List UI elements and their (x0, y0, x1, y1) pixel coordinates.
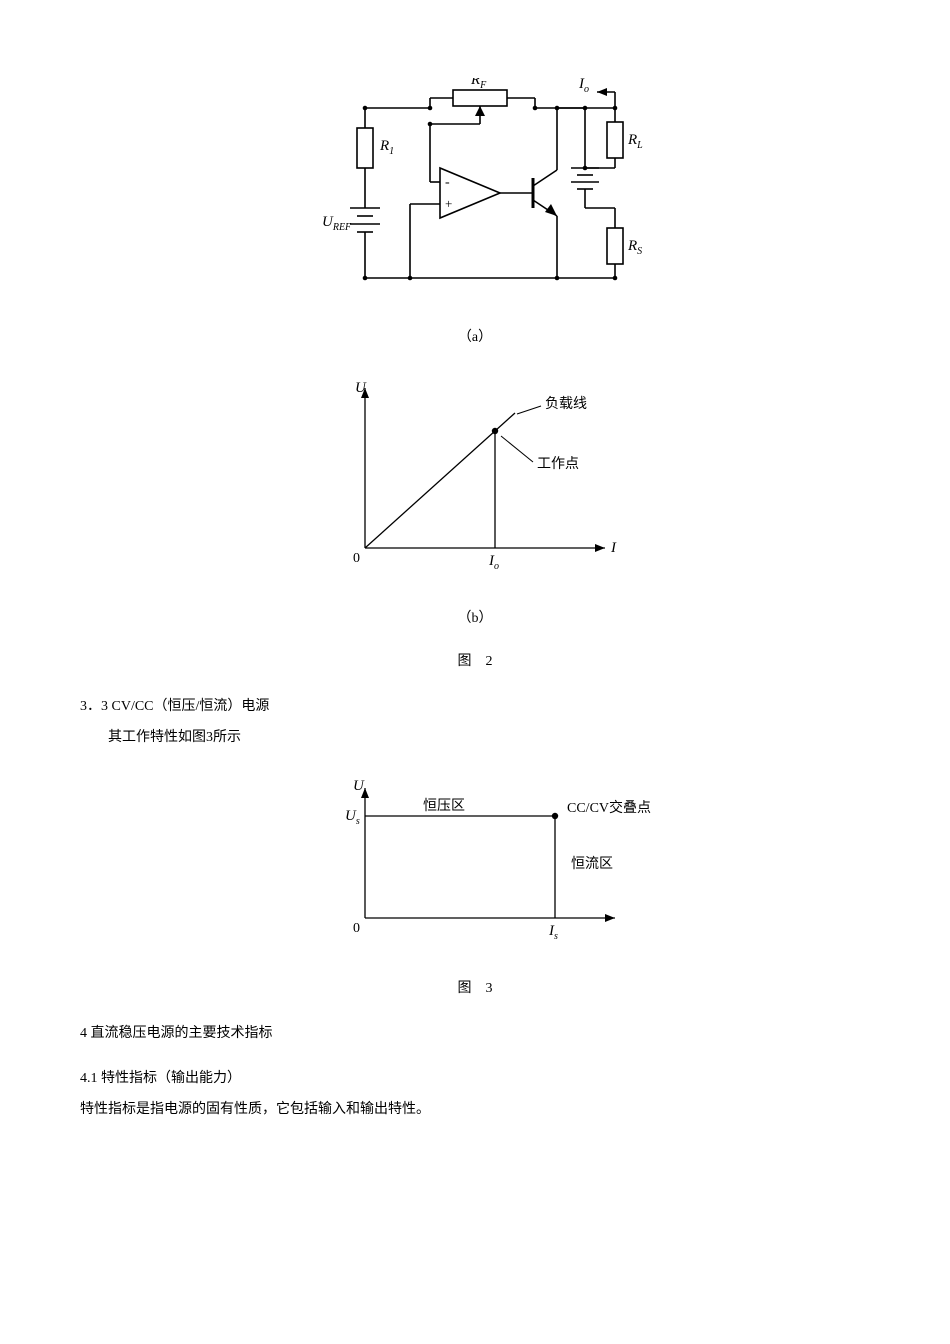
rf-label-main: R (470, 78, 480, 88)
crossover-label: CC/CV交叠点 (567, 799, 651, 816)
work-point-label: 工作点 (537, 456, 579, 472)
svg-text:UREF: UREF (322, 214, 352, 233)
svg-text:RF: RF (470, 78, 487, 91)
svg-text:R1: R1 (379, 138, 394, 157)
u-axis-label: U (355, 380, 367, 396)
origin-label: 0 (353, 551, 360, 566)
figure-a-caption: （a） (80, 325, 870, 350)
rl-label-sub: L (636, 140, 643, 151)
section-3-3-heading: 3．3 CV/CC（恒压/恒流）电源 (80, 694, 870, 719)
work-point-dot (492, 428, 498, 434)
is-tick-sub: s (554, 931, 558, 942)
svg-text:Us: Us (345, 808, 360, 827)
uref-label-sub: REF (332, 222, 352, 233)
io-tick-sub: o (494, 561, 499, 572)
load-line-chart: U I 0 Io 负载线 工作点 (305, 368, 645, 578)
svg-text:RL: RL (627, 132, 643, 151)
cc-region-label: 恒流区 (571, 856, 613, 872)
svg-text:Io: Io (488, 553, 499, 572)
io-label-sub: o (584, 84, 589, 95)
rl-label-main: R (627, 132, 637, 148)
figure-3-caption: 图 3 (80, 976, 870, 1001)
circuit-diagram: UREF R1 RF RL RS Io - + (285, 78, 665, 298)
us-tick-sub: s (356, 816, 360, 827)
section-4-1-body: 特性指标是指电源的固有性质，它包括输入和输出特性。 (80, 1097, 870, 1122)
u-axis-label-c: U (353, 778, 365, 794)
figure-b-caption: （b） (80, 606, 870, 631)
section-4-heading: 4 直流稳压电源的主要技术指标 (80, 1021, 870, 1046)
rs-label-main: R (627, 238, 637, 254)
r1-label-sub: 1 (389, 146, 394, 157)
opamp-minus: - (445, 175, 450, 190)
figure-2-caption: 图 2 (80, 649, 870, 674)
cv-region-label: 恒压区 (423, 798, 465, 814)
figure-a-wrap: UREF R1 RF RL RS Io - + (80, 78, 870, 307)
load-line-label: 负载线 (545, 396, 587, 412)
svg-text:Is: Is (548, 923, 558, 942)
opamp-plus: + (445, 196, 452, 211)
origin-label-c: 0 (353, 921, 360, 936)
svg-text:RS: RS (627, 238, 642, 257)
figure-b-wrap: U I 0 Io 负载线 工作点 (80, 368, 870, 587)
cvcc-cross-point (552, 813, 558, 819)
r1-label-main: R (379, 138, 389, 154)
figure-c-wrap: U Us 0 Is 恒压区 恒流区 CC/CV交叠点 (80, 768, 870, 957)
section-3-3-body: 其工作特性如图3所示 (80, 725, 870, 750)
i-axis-label: I (610, 540, 617, 556)
section-4-1-heading: 4.1 特性指标（输出能力） (80, 1066, 870, 1091)
svg-text:Io: Io (578, 78, 589, 95)
cvcc-chart: U Us 0 Is 恒压区 恒流区 CC/CV交叠点 (295, 768, 655, 948)
rs-label-sub: S (637, 246, 642, 257)
rf-label-sub: F (479, 80, 487, 91)
